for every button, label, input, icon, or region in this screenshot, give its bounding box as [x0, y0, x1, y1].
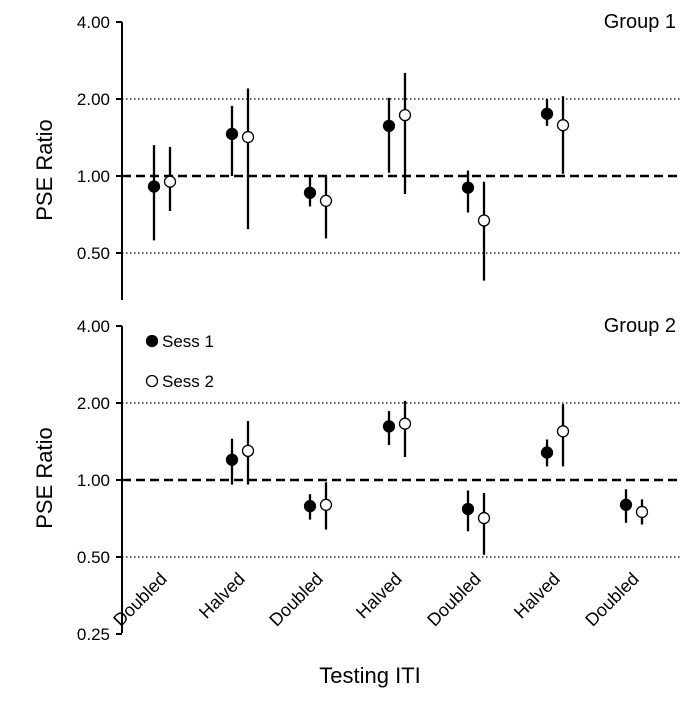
point-sess1	[540, 107, 554, 120]
category-label: Doubled	[265, 569, 327, 631]
point-sess2	[319, 194, 333, 207]
y-tick-label: 0.25	[77, 625, 110, 644]
point-sess1	[540, 446, 554, 459]
point-sess2	[477, 511, 491, 525]
legend-marker-1	[145, 334, 159, 348]
y-tick-label: 1.00	[77, 471, 110, 490]
legend-label-2: Sess 2	[162, 372, 214, 391]
point-sess1	[619, 498, 633, 511]
y-tick-label: 1.00	[77, 167, 110, 186]
point-sess2	[163, 175, 177, 188]
legend-label-1: Sess 1	[162, 332, 214, 351]
category-labels: Doubled Halved Doubled Halved Doubled Halved D…	[109, 569, 643, 631]
legend-marker-2	[145, 374, 159, 388]
y-tick-label: 2.00	[77, 394, 110, 413]
x-axis-title: Testing ITI	[319, 663, 420, 688]
category-label: Halved	[352, 569, 406, 623]
panels: 4.00 2.00 1.00 0.50 Group 1 4.00 2.00 1.00 0.50 0…	[77, 11, 680, 644]
point-sess2	[319, 498, 333, 511]
y-tick-label: 2.00	[77, 90, 110, 109]
y-axis-title: PSE Ratio	[32, 119, 57, 221]
point-sess1	[147, 180, 161, 193]
point-sess2	[556, 425, 570, 438]
panel-1: 4.00 2.00 1.00 0.50 Group 1	[77, 11, 680, 300]
point-sess2	[398, 108, 412, 122]
panel-title: Group 1	[604, 11, 676, 33]
y-tick-label: 4.00	[77, 13, 110, 32]
y-tick-label: 4.00	[77, 317, 110, 336]
point-sess1	[461, 502, 475, 516]
point-sess2	[477, 214, 491, 227]
panel-title: Group 2	[604, 315, 676, 337]
panel-2: 4.00 2.00 1.00 0.50 0.25 Group 2	[77, 315, 680, 644]
category-label: Halved	[195, 569, 249, 623]
point-sess1	[225, 127, 239, 141]
category-label: Halved	[510, 569, 564, 623]
category-label: Doubled	[423, 569, 485, 631]
y-tick-label: 0.50	[77, 548, 110, 567]
point-sess1	[303, 500, 317, 513]
point-sess1	[225, 453, 239, 466]
y-axis-title-lower: PSE Ratio	[32, 427, 57, 529]
point-sess1	[382, 420, 396, 433]
category-label: Doubled	[109, 569, 171, 631]
point-sess1	[303, 186, 317, 199]
y-tick-label: 0.50	[77, 244, 110, 263]
category-label: Doubled	[581, 569, 643, 631]
point-sess2	[635, 505, 649, 519]
point-sess2	[556, 119, 570, 132]
point-sess2	[241, 444, 255, 458]
point-sess2	[398, 417, 412, 430]
point-sess1	[382, 119, 396, 133]
point-sess1	[461, 181, 475, 194]
point-sess2	[241, 130, 255, 144]
legend: Sess 1 Sess 2	[145, 332, 214, 391]
